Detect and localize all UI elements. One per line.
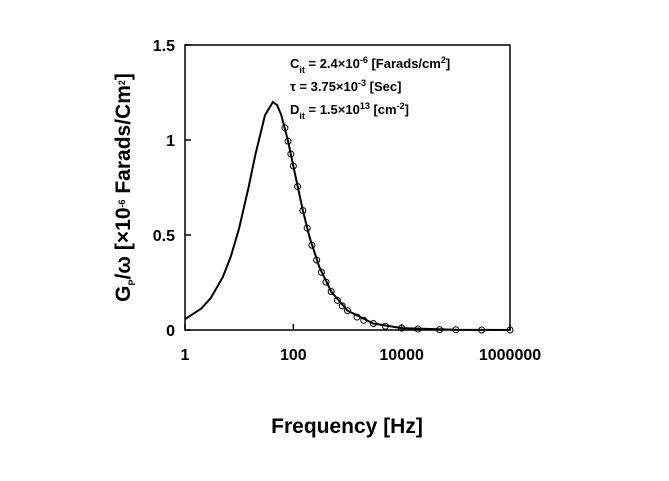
y-tick-label: 1.5 (153, 38, 175, 55)
text-part: 2 (441, 55, 446, 65)
text-part: 13 (360, 101, 370, 111)
data-point (333, 296, 341, 304)
x-axis-label: Frequency [Hz] (271, 415, 423, 438)
data-line (184, 100, 511, 331)
text-part: = 1.5×10 (305, 102, 360, 117)
data-point (284, 137, 292, 145)
plot-frame (184, 44, 511, 331)
text-part: 2 (117, 80, 127, 85)
text-part: Farads/Cm (112, 85, 135, 199)
text-part: -6 (117, 199, 127, 207)
y-axis-label: GP/ω [×10-6 Farads/Cm2] (112, 73, 137, 302)
data-point (299, 206, 307, 214)
text-part: [cm (370, 102, 397, 117)
data-point (322, 278, 330, 286)
text-part: ] (112, 73, 135, 80)
data-point (369, 320, 377, 328)
data-point (317, 268, 325, 276)
data-point (327, 288, 335, 296)
y-tick-label: 0 (166, 323, 175, 340)
x-tick-label: 100 (280, 347, 307, 364)
text-part: [Farads/cm (368, 56, 441, 71)
data-point (294, 183, 302, 191)
data-point (452, 326, 460, 334)
x-tick-label: 1 (181, 347, 190, 364)
x-tick-label: 1000000 (479, 347, 541, 364)
data-point (289, 162, 297, 170)
text-part: -3 (358, 78, 366, 88)
data-point (360, 316, 368, 324)
data-point (281, 124, 289, 132)
text-part: -6 (360, 55, 368, 65)
data-point (344, 307, 351, 315)
data-point (313, 256, 321, 264)
data-point (287, 150, 295, 158)
text-part: /ω [×10 (112, 208, 135, 280)
text-part: τ = 3.75×10 (290, 79, 358, 94)
data-point (303, 224, 311, 232)
text-part: P (127, 280, 137, 286)
annotation: Dit = 1.5×1013 [cm-2] (290, 101, 409, 121)
annotation: Cit = 2.4×10-6 [Farads/cm2] (290, 55, 450, 75)
text-part: [Sec] (366, 79, 401, 94)
y-tick-label: 1 (166, 133, 175, 150)
text-part: it (299, 111, 305, 121)
text-part: ] (405, 102, 409, 117)
data-point (308, 241, 316, 249)
data-point (436, 326, 444, 334)
text-part: C (290, 56, 300, 71)
data-point (398, 324, 406, 332)
data-point (353, 313, 361, 321)
text-part: = 2.4×10 (305, 56, 360, 71)
text-part: D (290, 102, 299, 117)
text-part: it (299, 65, 305, 75)
data-point (381, 322, 389, 330)
annotation: τ = 3.75×10-3 [Sec] (290, 78, 401, 94)
x-tick-label: 10000 (379, 347, 424, 364)
text-part: G (112, 286, 135, 302)
y-tick-label: 0.5 (153, 228, 175, 245)
text-part: ] (446, 56, 450, 71)
data-point (414, 325, 422, 333)
data-point (506, 326, 514, 334)
data-point (478, 326, 486, 334)
text-part: -2 (397, 101, 405, 111)
data-point (338, 302, 346, 310)
